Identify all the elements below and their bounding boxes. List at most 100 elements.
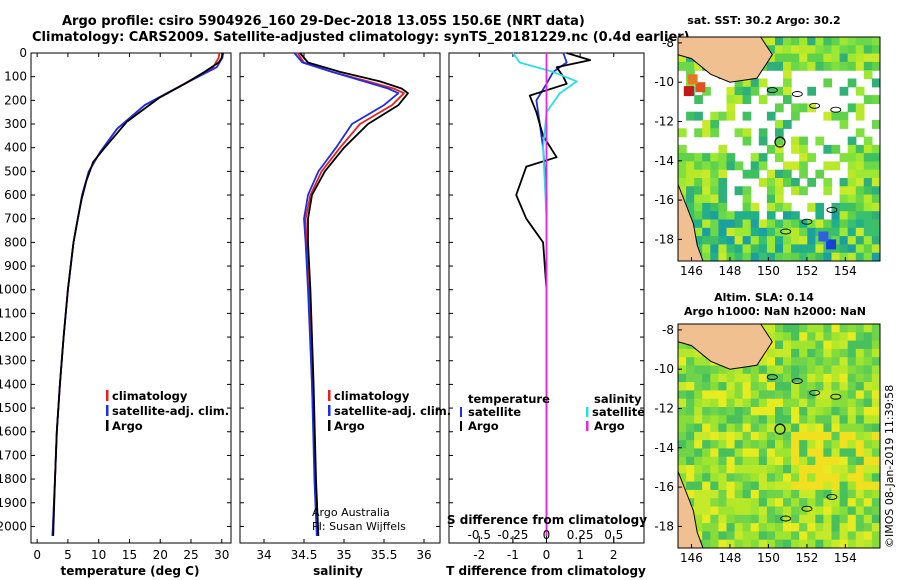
temperature-xlabel: temperature (deg C) bbox=[61, 564, 200, 578]
map-cell bbox=[726, 252, 736, 261]
map-cell bbox=[799, 186, 808, 196]
map-cell bbox=[839, 86, 849, 96]
map-cell bbox=[863, 340, 873, 350]
map-cell bbox=[871, 194, 880, 204]
map-cell bbox=[791, 252, 800, 261]
map-cell bbox=[847, 357, 857, 367]
map-cell bbox=[871, 169, 880, 179]
map-cell bbox=[678, 153, 687, 162]
series-argo bbox=[299, 52, 409, 536]
s-tick-label: 0.5 bbox=[604, 528, 623, 542]
map-cell bbox=[775, 431, 784, 441]
map-cell bbox=[823, 219, 833, 229]
map-cell bbox=[847, 423, 857, 433]
map-cell bbox=[855, 514, 865, 524]
map-cell bbox=[871, 348, 880, 358]
map-cell bbox=[726, 440, 736, 449]
map-cell bbox=[766, 440, 776, 449]
map-cell bbox=[750, 448, 760, 458]
map-cell bbox=[775, 186, 784, 196]
map-cell bbox=[855, 407, 865, 416]
map-cell bbox=[718, 415, 728, 425]
map-cell bbox=[839, 244, 849, 254]
map-cell bbox=[871, 186, 880, 196]
map-cell bbox=[839, 357, 849, 367]
map-cell bbox=[694, 456, 703, 466]
map-cell bbox=[710, 211, 719, 221]
map-cell bbox=[807, 324, 816, 333]
map-cell bbox=[758, 523, 768, 532]
map-cell bbox=[791, 489, 800, 499]
map-cell bbox=[758, 448, 768, 458]
map-cell bbox=[847, 498, 857, 508]
map-cell bbox=[694, 178, 703, 187]
map-cell bbox=[863, 186, 873, 196]
map-cell bbox=[718, 153, 728, 162]
map-cell bbox=[863, 498, 873, 508]
map-cell bbox=[871, 523, 880, 532]
map-cell bbox=[686, 61, 695, 71]
map-cell bbox=[799, 61, 808, 71]
map-cell bbox=[686, 161, 695, 171]
map-cell bbox=[847, 202, 857, 212]
map-cell bbox=[758, 161, 768, 171]
map-cell bbox=[823, 324, 833, 333]
map-cell bbox=[799, 236, 808, 245]
map-cell bbox=[863, 365, 873, 375]
map-cell bbox=[783, 365, 792, 375]
map-cell bbox=[742, 407, 752, 416]
map-cell bbox=[815, 373, 825, 383]
map-cell bbox=[686, 440, 695, 449]
island-outline bbox=[780, 228, 792, 235]
map-cell bbox=[815, 332, 825, 342]
map-cell bbox=[718, 227, 728, 237]
map-cell bbox=[871, 423, 880, 433]
map-cell bbox=[823, 440, 833, 449]
map-cell bbox=[726, 111, 736, 121]
map-cell bbox=[686, 111, 695, 121]
map-cell bbox=[766, 465, 776, 474]
map-cell bbox=[775, 514, 784, 524]
map-cell bbox=[783, 86, 792, 96]
map-cell bbox=[750, 506, 760, 516]
map-cell bbox=[694, 357, 703, 367]
map-cell bbox=[831, 161, 841, 171]
map-cell bbox=[710, 111, 719, 121]
map-cell bbox=[831, 144, 841, 154]
map-cell bbox=[807, 61, 816, 71]
map-cell bbox=[694, 523, 703, 532]
map-cell bbox=[742, 111, 752, 121]
map-cell bbox=[799, 423, 808, 433]
map-cell bbox=[686, 169, 695, 179]
map-cell bbox=[831, 415, 841, 425]
y-tick-label: 1900 bbox=[0, 496, 27, 510]
map-cell bbox=[702, 456, 711, 466]
map-cell bbox=[855, 340, 865, 350]
map-cell bbox=[726, 481, 736, 491]
map-cell bbox=[807, 340, 816, 350]
sla-map-title: Altim. SLA: 0.14 bbox=[714, 291, 814, 304]
title-line-2: Climatology: CARS2009. Satellite-adjuste… bbox=[32, 30, 690, 45]
map-cell bbox=[758, 415, 768, 425]
map-cell bbox=[855, 45, 865, 55]
difference-legend: temperature satellite Argo salinity sate… bbox=[460, 392, 645, 433]
map-cell bbox=[791, 514, 800, 524]
map-cell bbox=[783, 373, 792, 383]
lon-tick-label: 146 bbox=[680, 264, 703, 278]
map-cell bbox=[839, 45, 849, 55]
map-cell bbox=[799, 431, 808, 441]
map-cell bbox=[726, 523, 736, 532]
map-cell bbox=[718, 244, 728, 254]
map-cell bbox=[815, 456, 825, 466]
map-cell bbox=[863, 244, 873, 254]
map-cell bbox=[718, 178, 728, 187]
map-cell bbox=[783, 357, 792, 367]
map-cell bbox=[694, 348, 703, 358]
map-cell bbox=[710, 539, 719, 548]
map-cell bbox=[694, 211, 703, 221]
map-cell bbox=[847, 161, 857, 171]
legend-swatch-sal-argo bbox=[586, 421, 589, 431]
map-cell bbox=[791, 465, 800, 474]
map-cell bbox=[775, 473, 784, 483]
map-cell bbox=[710, 456, 719, 466]
